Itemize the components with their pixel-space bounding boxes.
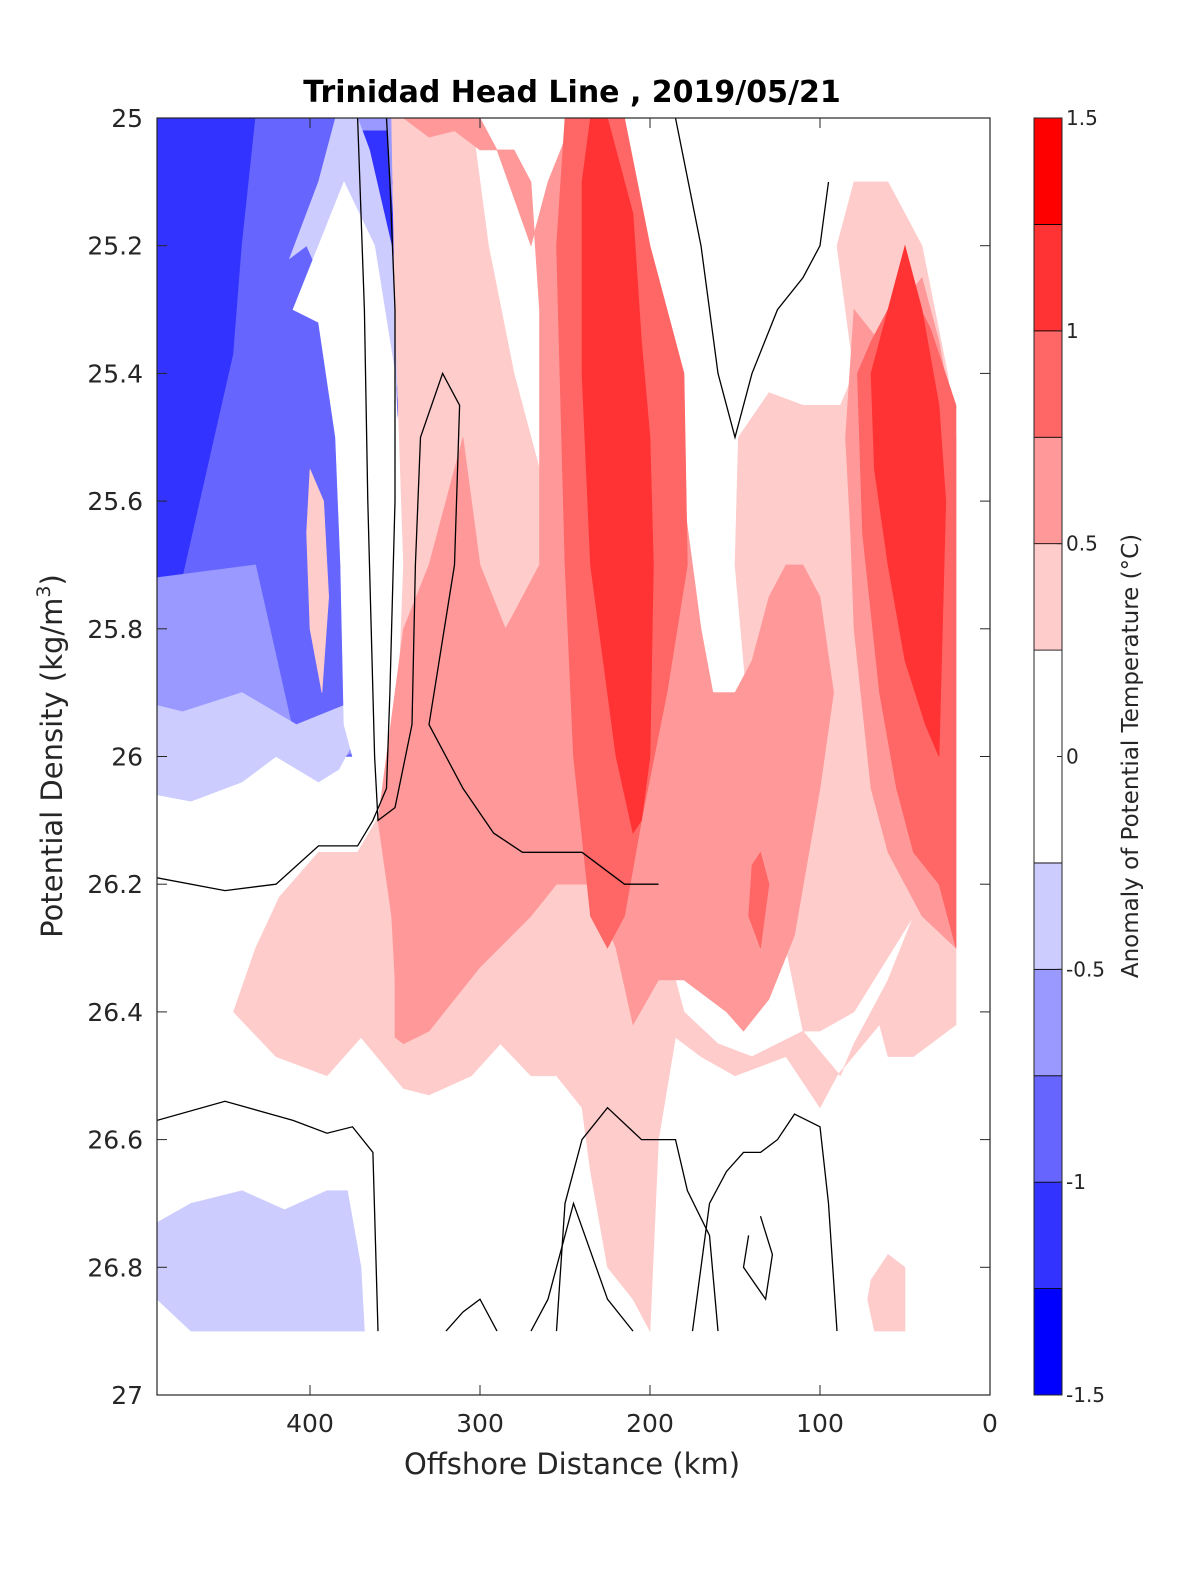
contour-line-3 (555, 1106, 719, 1332)
colorbar-label: Anomaly of Potential Temperature (°C) (1118, 534, 1144, 978)
y-axis-label-close: ) (35, 574, 69, 585)
contour-line-7 (445, 1298, 498, 1332)
contour-region-5 (157, 692, 358, 802)
y-tick-label-0: 25 (111, 104, 143, 133)
x-tick-label-0: 400 (286, 1409, 334, 1438)
colorbar-band-7 (1033, 436, 1063, 545)
x-tick-label-1: 300 (456, 1409, 504, 1438)
colorbar-tick-label-1: -1 (1066, 1170, 1086, 1194)
contour-line-8 (674, 118, 830, 440)
contour-region-15 (581, 118, 654, 834)
x-tick-label-2: 200 (626, 1409, 674, 1438)
y-tick-label-2: 25.4 (87, 359, 143, 388)
contour-region-16 (870, 244, 947, 757)
y-tick-label-8: 26.6 (87, 1126, 143, 1155)
colorbar-band-0 (1033, 1288, 1063, 1396)
y-tick-label-7: 26.4 (87, 998, 143, 1027)
contour-line-0 (356, 118, 659, 885)
contour-region-8 (306, 469, 330, 693)
contour-line-2 (157, 1100, 379, 1332)
y-tick-label-9: 26.8 (87, 1253, 143, 1282)
colorbar-tick-label-5: 1 (1066, 319, 1079, 343)
contour-region-18 (867, 1254, 906, 1332)
colorbar-band-10 (1033, 117, 1063, 225)
colorbar-bands (1033, 117, 1063, 1396)
colorbar-band-3 (1033, 968, 1063, 1077)
y-tick-label-4: 25.8 (87, 615, 143, 644)
chart-title: Trinidad Head Line , 2019/05/21 (303, 75, 840, 110)
contour-region-17 (748, 851, 770, 949)
y-axis-label-sup: 3 (33, 585, 55, 597)
x-axis-label: Offshore Distance (km) (404, 1447, 740, 1481)
contour-line-6 (530, 1201, 634, 1332)
y-tick-label-1: 25.2 (87, 232, 143, 261)
colorbar-tick-label-0: -1.5 (1066, 1383, 1105, 1407)
colorbar-band-8 (1033, 330, 1063, 438)
x-axis-ticks: 400 300 200 100 0 (286, 118, 998, 1438)
contour-region-19 (157, 1190, 365, 1332)
colorbar-ticks: -1.5 -1 -0.5 0 0.5 1 1.5 (1057, 106, 1105, 1407)
colorbar: -1.5 -1 -0.5 0 0.5 1 1.5 Anomaly of Potential … (1033, 106, 1144, 1407)
colorbar-band-1 (1033, 1181, 1063, 1289)
y-tick-label-3: 25.6 (87, 487, 143, 516)
y-axis-label-main: Potential Density (kg/m (35, 598, 69, 938)
colorbar-tick-label-3: 0 (1066, 745, 1079, 769)
colorbar-band-9 (1033, 224, 1063, 332)
contour-line-4 (691, 1113, 838, 1332)
colorbar-band-2 (1033, 1075, 1063, 1183)
x-tick-label-4: 0 (982, 1409, 998, 1438)
contour-line-1 (157, 118, 396, 892)
colorbar-tick-label-4: 0.5 (1066, 532, 1098, 556)
contour-lines (157, 118, 838, 1332)
y-tick-label-6: 26.2 (87, 870, 143, 899)
contour-line-5 (742, 1216, 774, 1301)
colorbar-band-4 (1033, 862, 1063, 970)
colorbar-tick-label-6: 1.5 (1066, 106, 1098, 130)
colorbar-tick-label-2: -0.5 (1066, 957, 1105, 981)
x-tick-label-3: 100 (796, 1409, 844, 1438)
y-tick-label-5: 26 (111, 743, 143, 772)
colorbar-band-6 (1033, 543, 1063, 651)
y-axis-label: Potential Density (kg/m3) (33, 574, 69, 938)
y-axis-ticks: 25 25.2 25.4 25.6 25.8 26 26.2 26.4 26.6 26.8 27 (87, 104, 990, 1410)
contour-fill-regions (157, 118, 957, 1333)
plot-area: 400 300 200 100 0 25 25.2 25.4 25.6 25.8 26 26.2 26… (87, 104, 998, 1438)
y-tick-label-10: 27 (111, 1381, 143, 1410)
